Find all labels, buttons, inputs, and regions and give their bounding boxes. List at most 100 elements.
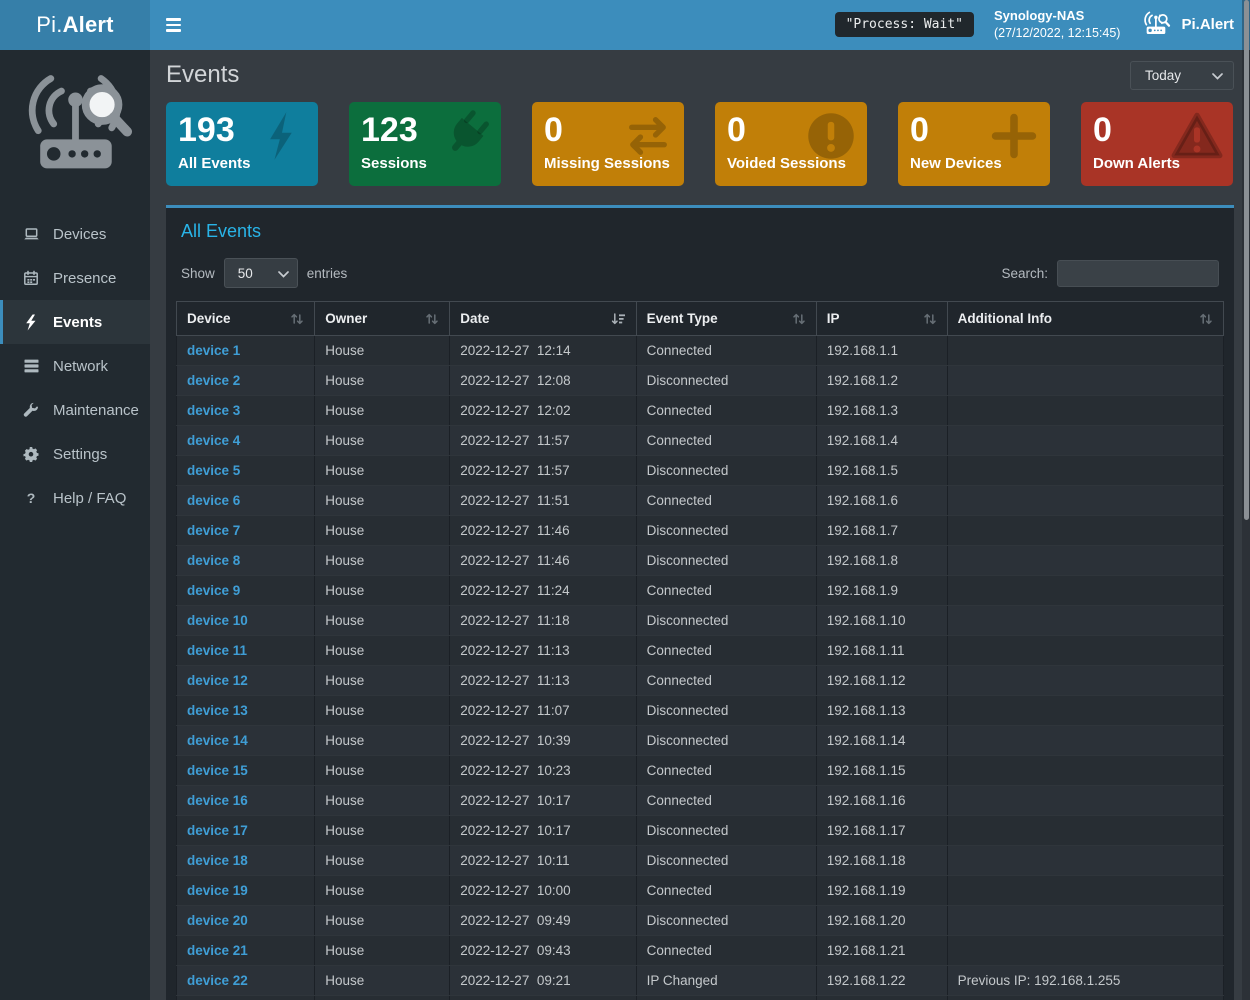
scrollbar-thumb[interactable] (1243, 0, 1249, 520)
cell-event-type: Disconnected (635, 365, 817, 396)
cell-owner: House (314, 545, 451, 576)
sidebar-logo-icon (0, 50, 150, 190)
sidebar-item-label: Help / FAQ (53, 489, 127, 507)
sidebar-item-presence[interactable]: Presence (0, 256, 150, 300)
cell-additional-info (946, 755, 1225, 786)
column-header-event-type[interactable]: Event Type (635, 301, 817, 336)
cell-device: device 19 (175, 875, 316, 906)
device-link[interactable]: device 7 (187, 523, 241, 538)
device-link[interactable]: device 16 (187, 793, 248, 808)
events-table-body: device 1 House 2022-12-27 12:14 Connected 19… (175, 335, 1225, 1000)
cell-ip: 192.168.1.21 (815, 935, 948, 966)
hamburger-menu-icon[interactable] (156, 0, 198, 50)
plug-icon (439, 110, 491, 167)
summary-card-voided-sessions[interactable]: 0 Voided Sessions (715, 102, 867, 186)
device-link[interactable]: device 15 (187, 763, 248, 778)
page-length-select[interactable]: 50 (223, 258, 298, 288)
question-icon: ? (26, 490, 36, 506)
device-link[interactable]: device 6 (187, 493, 241, 508)
cell-ip: 192.168.1.8 (815, 545, 948, 576)
table-row: device 8 House 2022-12-27 11:46 Disconnecte… (175, 545, 1225, 576)
network-icon (22, 358, 40, 374)
device-link[interactable]: device 2 (187, 373, 241, 388)
cell-additional-info (946, 575, 1225, 606)
cell-event-type: IP Changed (635, 995, 817, 1000)
cell-device: device 9 (175, 575, 316, 606)
cell-ip: 192.168.1.23 (815, 995, 948, 1000)
table-row: device 4 House 2022-12-27 11:57 Connected 19… (175, 425, 1225, 456)
column-label: Device (187, 311, 231, 326)
summary-card-all-events[interactable]: 193 All Events (166, 102, 318, 186)
device-link[interactable]: device 4 (187, 433, 241, 448)
device-link[interactable]: device 22 (187, 973, 248, 988)
device-link[interactable]: device 5 (187, 463, 241, 478)
sidebar-item-network[interactable]: Network (0, 344, 150, 388)
search-label: Search: (1001, 265, 1048, 281)
device-link[interactable]: device 8 (187, 553, 241, 568)
device-link[interactable]: device 13 (187, 703, 248, 718)
cell-date: 2022-12-27 09:16 (449, 995, 637, 1000)
summary-card-down-alerts[interactable]: 0 Down Alerts (1081, 102, 1233, 186)
calendar-icon (22, 270, 40, 286)
device-link[interactable]: device 10 (187, 613, 248, 628)
summary-card-missing-sessions[interactable]: 0 Missing Sessions (532, 102, 684, 186)
column-header-owner[interactable]: Owner (314, 301, 451, 336)
cell-ip: 192.168.1.17 (815, 815, 948, 846)
cell-additional-info (946, 335, 1225, 366)
period-select[interactable]: Today (1130, 60, 1234, 90)
cell-event-type: Connected (635, 935, 817, 966)
cell-date: 2022-12-27 10:11 (449, 845, 637, 876)
cell-ip: 192.168.1.12 (815, 665, 948, 696)
bolt-icon (256, 110, 308, 167)
device-link[interactable]: device 9 (187, 583, 241, 598)
column-header-date[interactable]: Date (449, 301, 637, 336)
summary-card-sessions[interactable]: 123 Sessions (349, 102, 501, 186)
device-link[interactable]: device 17 (187, 823, 248, 838)
cell-date: 2022-12-27 11:07 (449, 695, 637, 726)
column-header-ip[interactable]: IP (815, 301, 948, 336)
exclamation-circle-icon (805, 110, 857, 167)
warning-triangle-icon (1171, 110, 1223, 167)
device-link[interactable]: device 3 (187, 403, 241, 418)
table-row: device 2 House 2022-12-27 12:08 Disconnecte… (175, 365, 1225, 396)
period-select-value: Today (1145, 67, 1182, 83)
sidebar-item-devices[interactable]: Devices (0, 212, 150, 256)
device-link[interactable]: device 12 (187, 673, 248, 688)
cell-additional-info (946, 815, 1225, 846)
sidebar-item-settings[interactable]: Settings (0, 432, 150, 476)
device-link[interactable]: device 19 (187, 883, 248, 898)
cell-event-type: Connected (635, 635, 817, 666)
brand-logo[interactable]: Pi. Alert (0, 0, 150, 50)
sidebar-item-maintenance[interactable]: Maintenance (0, 388, 150, 432)
column-header-additional-info[interactable]: Additional Info (946, 301, 1225, 336)
cell-date: 2022-12-27 11:18 (449, 605, 637, 636)
topbar-main: "Process: Wait" Synology-NAS (27/12/2022… (150, 0, 1250, 50)
device-link[interactable]: device 18 (187, 853, 248, 868)
cell-ip: 192.168.1.22 (815, 965, 948, 996)
cell-device: device 18 (175, 845, 316, 876)
sidebar-item-events[interactable]: Events (0, 300, 150, 344)
column-label: Owner (325, 311, 368, 326)
cell-ip: 192.168.1.13 (815, 695, 948, 726)
summary-card-new-devices[interactable]: 0 New Devices (898, 102, 1050, 186)
cell-additional-info (946, 425, 1225, 456)
cell-event-type: IP Changed (635, 965, 817, 996)
table-row: device 15 House 2022-12-27 10:23 Connected 1… (175, 755, 1225, 786)
device-link[interactable]: device 11 (187, 643, 248, 658)
device-link[interactable]: device 20 (187, 913, 248, 928)
scrollbar-track[interactable] (1242, 0, 1250, 1000)
device-link[interactable]: device 1 (187, 343, 241, 358)
host-timestamp: (27/12/2022, 12:15:45) (993, 26, 1121, 41)
cell-additional-info (946, 695, 1225, 726)
panel-title: All Events (181, 221, 262, 241)
device-link[interactable]: device 14 (187, 733, 248, 748)
column-header-device[interactable]: Device (175, 301, 316, 336)
page-title: Events (166, 61, 240, 88)
app-label: Pi.Alert (1181, 16, 1234, 34)
sidebar-item-help-faq[interactable]: ? Help / FAQ (0, 476, 150, 520)
device-link[interactable]: device 21 (187, 943, 248, 958)
search-input[interactable] (1057, 259, 1219, 287)
topbar-right: "Process: Wait" Synology-NAS (27/12/2022… (834, 8, 1250, 41)
cell-event-type: Connected (635, 425, 817, 456)
